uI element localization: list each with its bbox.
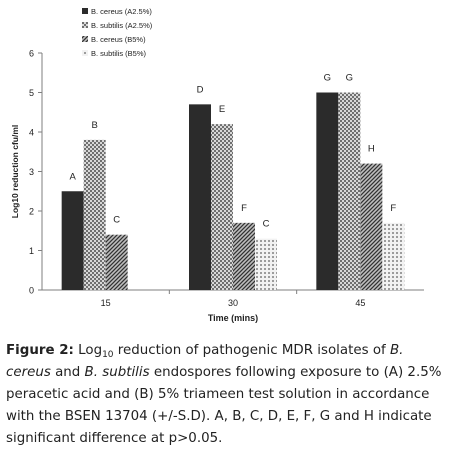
bar-letter-label: F <box>390 203 396 214</box>
x-tick-label: 45 <box>355 298 365 308</box>
caption-text-1: Log <box>78 343 103 358</box>
bar-letter-label: H <box>368 144 375 155</box>
bar <box>255 238 277 290</box>
legend-swatch <box>82 8 88 14</box>
bar-letter-label: A <box>69 171 76 182</box>
legend: B. cereus (A2.5%) B. subtilis (A2.5%) B. c… <box>82 7 153 58</box>
bar <box>83 139 106 290</box>
caption-species-2: B. subtilis <box>84 365 150 380</box>
caption-text-4: endospores following exposure to (A) 2.5… <box>6 365 442 446</box>
bar-letter-label: E <box>219 104 225 115</box>
bar <box>382 222 405 290</box>
y-tick-label: 6 <box>29 49 34 59</box>
bar <box>61 191 84 290</box>
bar <box>338 92 361 290</box>
caption-text-3: and <box>50 365 85 380</box>
legend-swatch <box>82 36 88 42</box>
bar-letter-label: F <box>241 203 247 214</box>
figure-caption: Figure 2: Log10 reduction of pathogenic … <box>6 340 446 450</box>
y-axis-title: Log10 reduction cfu/ml <box>10 125 20 219</box>
bar-letter-label: G <box>346 73 353 84</box>
caption-species-1: B. cereus <box>6 343 404 380</box>
bar-letter-labels: A D G B E G C F H C F <box>69 73 396 230</box>
bar <box>316 92 339 290</box>
legend-swatch <box>82 22 88 28</box>
bars <box>61 92 405 290</box>
y-tick-label: 3 <box>29 167 34 177</box>
bar-letter-label: B <box>91 120 97 131</box>
bar-letter-label: C <box>113 215 120 226</box>
bar <box>189 104 211 290</box>
legend-label: B. cereus (A2.5%) <box>91 7 152 16</box>
caption-subscript: 10 <box>102 350 114 360</box>
bar-letter-label: G <box>324 73 331 84</box>
bar <box>360 163 383 290</box>
legend-label: B. cereus (B5%) <box>91 35 146 44</box>
bar <box>233 222 255 290</box>
caption-label: Figure 2: <box>6 343 74 358</box>
y-tick-label: 0 <box>29 286 34 296</box>
bar-letter-label: D <box>197 84 204 95</box>
bar <box>211 124 233 290</box>
x-tick-label: 30 <box>228 298 238 308</box>
bar <box>105 234 128 290</box>
y-tick-label: 4 <box>29 128 34 138</box>
legend-swatch <box>82 50 88 56</box>
y-tick-label: 5 <box>29 88 34 98</box>
y-tick-label: 2 <box>29 207 34 217</box>
legend-label: B. subtilis (A2.5%) <box>91 21 153 30</box>
x-axis-title: Time (mins) <box>208 313 258 323</box>
legend-label: B. subtilis (B5%) <box>91 49 147 58</box>
x-tick-label: 15 <box>101 298 111 308</box>
bar-letter-label: C <box>263 219 270 230</box>
y-tick-label: 1 <box>29 246 34 256</box>
caption-text-2: reduction of pathogenic MDR isolates of <box>113 343 390 358</box>
